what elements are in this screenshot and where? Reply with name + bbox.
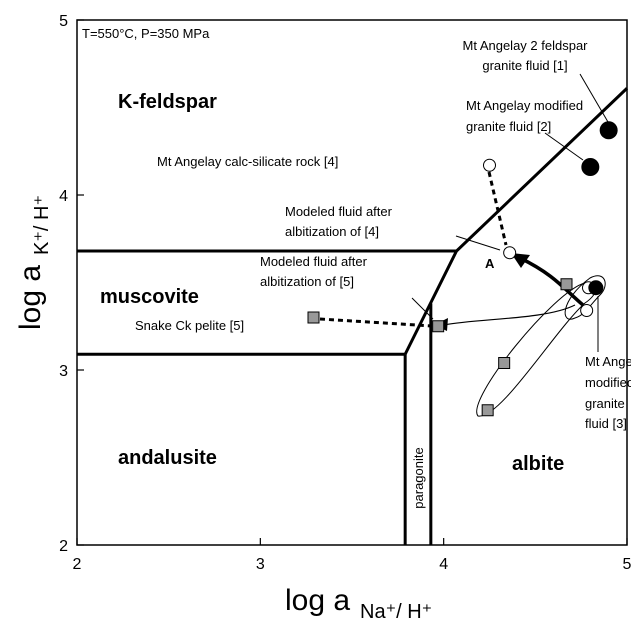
square-marker (432, 320, 445, 333)
annotation: Snake Ck pelite [5] (135, 318, 244, 333)
annotation: Mt Angelay (585, 354, 631, 369)
annotation: modified (585, 375, 631, 390)
annotation: albitization of [4] (285, 224, 379, 239)
filled-circle-marker (588, 280, 604, 296)
field-label: muscovite (100, 286, 199, 308)
annotation: granite (585, 396, 625, 411)
annotation: Modeled fluid after (285, 204, 393, 219)
annotation: fluid [3] (585, 416, 627, 431)
square-marker (481, 404, 494, 417)
phase-boundary (403, 87, 629, 355)
filled-circle-marker (581, 158, 600, 176)
annotation: Mt Angelay calc-silicate rock [4] (157, 154, 338, 169)
field-label: K-feldspar (118, 91, 217, 113)
field-label: albite (512, 453, 564, 475)
annotation: Mt Angelay modified (466, 98, 583, 113)
point-label: A (485, 256, 495, 271)
x-tick-label: 4 (439, 556, 448, 573)
open-circle-marker (580, 304, 594, 317)
annotation: granite fluid [1] (482, 58, 567, 73)
open-circle-marker (483, 158, 496, 172)
y-axis-label-group: log a K⁺/ H⁺ (14, 195, 53, 330)
square-marker (560, 278, 573, 291)
plot-frame (76, 19, 628, 546)
y-tick-label: 3 (59, 363, 68, 380)
x-tick-label: 5 (623, 556, 631, 573)
annotation: albitization of [5] (260, 274, 354, 289)
field-label: paragonite (411, 447, 426, 508)
x-tick-label: 3 (256, 556, 265, 573)
annotation: granite fluid [2] (466, 119, 551, 134)
x-tick-label: 2 (73, 556, 82, 573)
x-axis-label: log a (285, 584, 350, 617)
arrow-head (511, 253, 530, 268)
filled-circle-marker (599, 121, 618, 140)
y-tick-label: 2 (59, 538, 68, 555)
y-tick-label: 4 (59, 188, 68, 205)
condition-label: T=550°C, P=350 MPa (82, 26, 210, 41)
open-circle-marker (503, 246, 517, 260)
annotation: Modeled fluid after (260, 254, 368, 269)
y-tick-label: 5 (59, 13, 68, 30)
y-axis-label: log a (14, 265, 47, 330)
annotation: Mt Angelay 2 feldspar (462, 38, 588, 53)
x-axis-label-sub: Na⁺/ H⁺ (360, 601, 432, 623)
field-label: andalusite (118, 447, 217, 469)
y-axis-label-sub: K⁺/ H⁺ (31, 195, 53, 255)
square-marker (498, 357, 511, 369)
square-marker (307, 311, 320, 324)
